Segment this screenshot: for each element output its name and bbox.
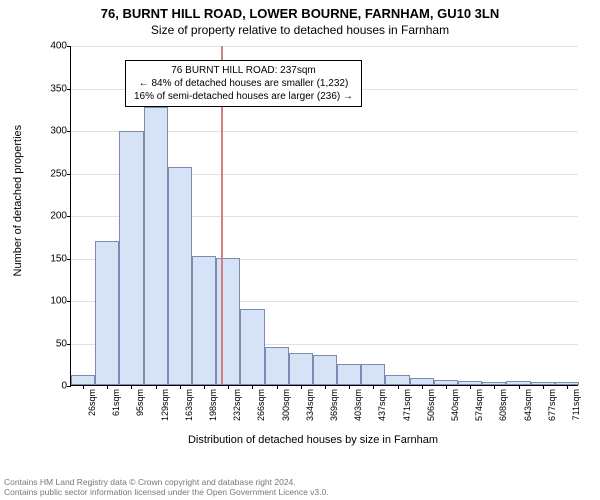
annotation-line: ← 84% of detached houses are smaller (1,… <box>134 77 353 90</box>
x-tick-mark <box>543 385 544 389</box>
x-tick-mark <box>567 385 568 389</box>
x-tick-mark <box>519 385 520 389</box>
x-tick-mark <box>204 385 205 389</box>
x-tick-mark <box>349 385 350 389</box>
y-tick-mark <box>67 259 71 260</box>
x-tick-mark <box>494 385 495 389</box>
x-tick-label: 334sqm <box>305 389 315 421</box>
x-tick-label: 61sqm <box>111 389 121 416</box>
y-tick-label: 400 <box>50 41 67 52</box>
x-tick-label: 677sqm <box>547 389 557 421</box>
x-tick-label: 540sqm <box>450 389 460 421</box>
x-axis-label: Distribution of detached houses by size … <box>48 434 578 446</box>
annotation-box: 76 BURNT HILL ROAD: 237sqm← 84% of detac… <box>125 60 362 107</box>
histogram-bar <box>361 364 385 385</box>
y-tick-mark <box>67 89 71 90</box>
annotation-line: 76 BURNT HILL ROAD: 237sqm <box>134 64 353 77</box>
x-tick-mark <box>107 385 108 389</box>
histogram-bar <box>313 355 337 385</box>
y-tick-label: 100 <box>50 296 67 307</box>
x-tick-mark <box>325 385 326 389</box>
x-tick-mark <box>373 385 374 389</box>
x-tick-label: 369sqm <box>329 389 339 421</box>
histogram-bar <box>95 241 119 386</box>
x-tick-label: 471sqm <box>402 389 412 421</box>
footer-line-2: Contains public sector information licen… <box>4 487 329 498</box>
histogram-bar <box>119 131 143 385</box>
histogram-bar <box>410 378 434 385</box>
y-tick-mark <box>67 216 71 217</box>
y-tick-label: 300 <box>50 126 67 137</box>
y-tick-label: 200 <box>50 211 67 222</box>
x-tick-mark <box>180 385 181 389</box>
y-tick-mark <box>67 386 71 387</box>
x-tick-mark <box>83 385 84 389</box>
x-tick-mark <box>422 385 423 389</box>
x-tick-label: 266sqm <box>256 389 266 421</box>
x-tick-label: 437sqm <box>377 389 387 421</box>
x-tick-label: 506sqm <box>426 389 436 421</box>
x-tick-mark <box>398 385 399 389</box>
x-tick-label: 26sqm <box>87 389 97 416</box>
x-tick-label: 95sqm <box>135 389 145 416</box>
x-tick-label: 643sqm <box>523 389 533 421</box>
y-tick-label: 250 <box>50 168 67 179</box>
x-tick-mark <box>156 385 157 389</box>
histogram-bar <box>168 167 192 385</box>
y-tick-mark <box>67 344 71 345</box>
histogram-bar <box>265 347 289 385</box>
y-tick-mark <box>67 301 71 302</box>
y-tick-label: 350 <box>50 83 67 94</box>
x-tick-label: 129sqm <box>160 389 170 421</box>
x-tick-label: 608sqm <box>498 389 508 421</box>
y-tick-mark <box>67 174 71 175</box>
histogram-bar <box>71 375 95 385</box>
y-tick-mark <box>67 46 71 47</box>
histogram-bar <box>289 353 313 385</box>
y-axis-label: Number of detached properties <box>12 125 24 277</box>
x-tick-mark <box>301 385 302 389</box>
x-tick-label: 300sqm <box>281 389 291 421</box>
histogram-bar <box>240 309 264 386</box>
x-tick-mark <box>252 385 253 389</box>
footer-attribution: Contains HM Land Registry data © Crown c… <box>4 477 329 498</box>
x-tick-mark <box>470 385 471 389</box>
x-tick-mark <box>277 385 278 389</box>
x-tick-label: 711sqm <box>571 389 581 420</box>
x-tick-mark <box>228 385 229 389</box>
x-tick-label: 163sqm <box>184 389 194 421</box>
chart-area: Number of detached properties 0501001502… <box>48 46 578 416</box>
x-tick-label: 574sqm <box>474 389 484 421</box>
plot-area: 05010015020025030035040026sqm61sqm95sqm1… <box>70 46 578 386</box>
y-tick-label: 0 <box>61 381 67 392</box>
x-tick-mark <box>131 385 132 389</box>
x-tick-mark <box>446 385 447 389</box>
histogram-bar <box>337 364 361 385</box>
y-tick-mark <box>67 131 71 132</box>
gridline <box>71 46 578 47</box>
annotation-line: 16% of semi-detached houses are larger (… <box>134 90 353 103</box>
footer-line-1: Contains HM Land Registry data © Crown c… <box>4 477 329 488</box>
x-tick-label: 198sqm <box>208 389 218 421</box>
x-tick-label: 403sqm <box>353 389 363 421</box>
x-tick-label: 232sqm <box>232 389 242 421</box>
histogram-bar <box>192 256 216 385</box>
chart-subtitle: Size of property relative to detached ho… <box>0 21 600 37</box>
y-tick-label: 150 <box>50 253 67 264</box>
histogram-bar <box>385 375 409 385</box>
chart-container: 76, BURNT HILL ROAD, LOWER BOURNE, FARNH… <box>0 0 600 500</box>
histogram-bar <box>216 258 240 386</box>
histogram-bar <box>144 107 168 385</box>
chart-title: 76, BURNT HILL ROAD, LOWER BOURNE, FARNH… <box>0 0 600 21</box>
y-tick-label: 50 <box>56 338 67 349</box>
